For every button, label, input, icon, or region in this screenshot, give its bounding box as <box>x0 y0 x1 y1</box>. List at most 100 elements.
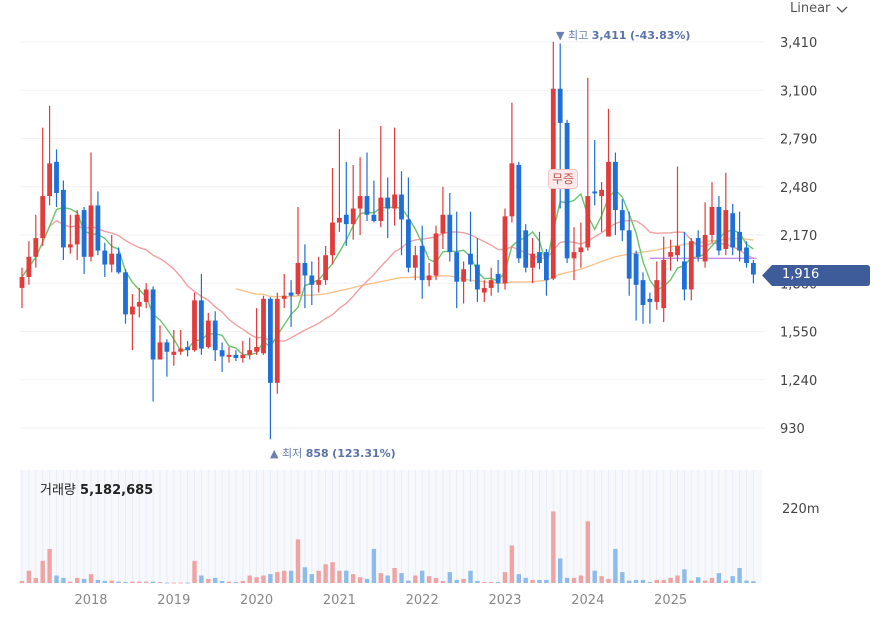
candle <box>626 211 632 296</box>
volume-bar <box>737 568 742 583</box>
candle-body <box>723 210 729 250</box>
volume-bar <box>468 570 473 583</box>
candle-body <box>640 280 646 306</box>
candle-body <box>626 230 632 279</box>
volume-bar <box>88 574 94 583</box>
candle-body <box>578 247 584 253</box>
candle <box>744 241 749 268</box>
volume-bar <box>178 582 183 584</box>
volume-bar <box>544 579 549 583</box>
volume-bar <box>392 568 397 583</box>
candle-body <box>226 354 232 357</box>
candle-body <box>157 342 163 360</box>
volume-bar <box>26 570 32 583</box>
candle <box>178 329 184 355</box>
candle-body <box>530 253 535 268</box>
volume-bar <box>592 570 597 583</box>
volume-bar <box>351 574 356 583</box>
high-value: 3,411 <box>591 29 627 42</box>
candle <box>88 152 94 262</box>
volume-bar <box>19 580 25 583</box>
candle-body <box>268 298 273 383</box>
candle-body <box>675 245 680 256</box>
candle-body <box>468 253 473 265</box>
candle <box>633 250 639 321</box>
chevron-down-icon <box>836 6 848 13</box>
volume-bar <box>254 577 259 583</box>
volume-bar <box>240 580 245 583</box>
volume-bar <box>537 579 542 583</box>
candle <box>654 261 660 310</box>
candle-body <box>633 253 639 285</box>
candle-body <box>150 289 156 360</box>
volume-bar <box>68 581 73 583</box>
scale-mode-dropdown[interactable]: Linear <box>790 1 849 16</box>
volume-bar <box>399 573 404 583</box>
candle-body <box>454 252 460 282</box>
x-tick-label: 2020 <box>240 593 273 608</box>
candle <box>502 208 508 290</box>
candle-body <box>682 261 687 290</box>
volume-bar <box>164 582 170 584</box>
candle <box>343 161 349 246</box>
volume-bar <box>675 575 680 583</box>
candle <box>47 105 52 206</box>
candle-body <box>337 217 342 223</box>
candle-body <box>316 280 322 285</box>
candle-body <box>219 350 225 357</box>
volume-bar <box>219 580 225 583</box>
volume-bar <box>689 580 694 583</box>
candle <box>261 295 266 355</box>
bonus-issue-badge[interactable]: 무증 <box>548 169 579 189</box>
candle <box>109 235 115 273</box>
candle <box>247 337 253 360</box>
volume-bar <box>75 577 80 583</box>
candle <box>578 222 584 268</box>
y-tick-label: 3,410 <box>780 36 817 51</box>
candle <box>392 127 397 226</box>
volume-bar <box>247 575 252 583</box>
candle-body <box>557 88 563 123</box>
volume-bar <box>551 511 556 583</box>
volume-bar <box>309 574 314 583</box>
candle-body <box>185 347 190 351</box>
candle-body <box>205 320 211 348</box>
candle-body <box>647 298 653 302</box>
candle-body <box>95 205 101 251</box>
volume-bar <box>723 580 728 583</box>
volume-bar <box>302 567 308 583</box>
candle <box>67 214 73 254</box>
candle <box>461 261 466 304</box>
low-label: ▲ 최저 <box>270 447 303 460</box>
candle-body <box>385 197 391 209</box>
candle-body <box>357 196 363 209</box>
candle <box>716 196 722 256</box>
high-label: ▼ 최고 <box>556 29 589 42</box>
volume-bar <box>489 581 494 583</box>
volume-bar <box>558 558 563 583</box>
volume-bar <box>213 577 218 583</box>
volume-bar <box>744 580 749 583</box>
candle <box>143 283 149 309</box>
volume-bar <box>599 576 604 583</box>
volume-bar <box>357 577 363 583</box>
candle <box>661 236 667 323</box>
scale-mode-label: Linear <box>790 1 831 16</box>
candle-body <box>171 351 177 355</box>
candle-body <box>544 252 549 281</box>
volume-bar <box>268 574 273 583</box>
candle <box>254 308 259 355</box>
candle <box>571 227 577 281</box>
candle <box>350 164 356 240</box>
candle <box>544 249 549 296</box>
candle-body <box>481 287 487 293</box>
candle-body <box>364 196 370 215</box>
volume-bar <box>150 581 156 583</box>
candle-body <box>130 306 135 315</box>
volume-title: 거래량 <box>40 483 76 498</box>
candle <box>205 312 211 349</box>
candle-body <box>47 163 52 197</box>
candle <box>613 152 618 235</box>
candle <box>530 238 535 284</box>
